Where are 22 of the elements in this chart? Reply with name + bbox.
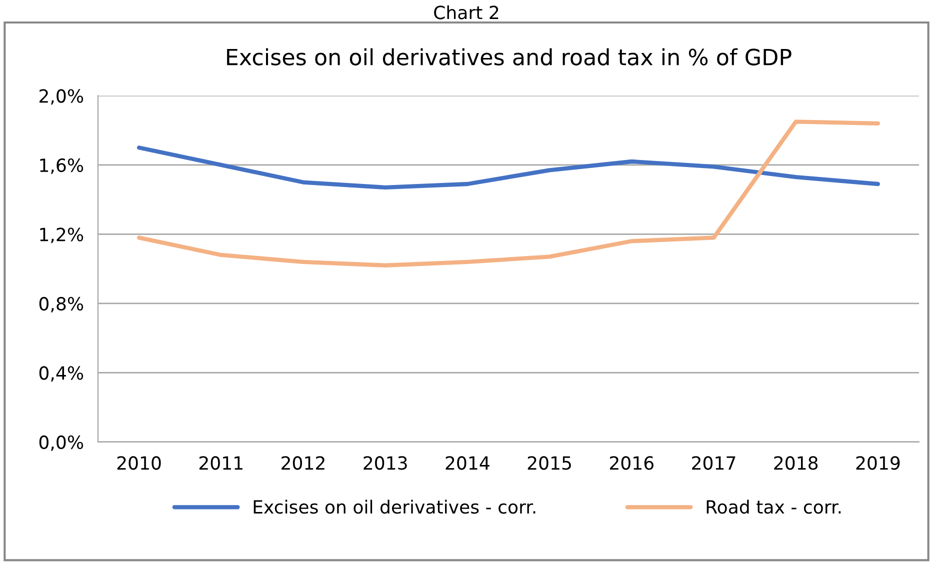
legend-label: Road tax - corr. xyxy=(706,500,841,514)
legend-label: Excises on oil derivatives - corr. xyxy=(254,500,536,514)
y-tick-label: 1,6% xyxy=(40,158,84,174)
x-tick-label: 2015 xyxy=(528,456,571,470)
x-tick-label: 2016 xyxy=(610,456,654,470)
x-tick-label: 2014 xyxy=(446,456,490,470)
x-tick-label: 2017 xyxy=(692,456,736,470)
y-tick-label: 2,0% xyxy=(40,89,84,105)
line-series xyxy=(136,146,880,190)
x-tick-label: 2011 xyxy=(199,456,242,470)
x-tick-label: 2018 xyxy=(774,456,818,470)
x-tick-label: 2010 xyxy=(117,456,161,470)
chart-title: Excises on oil derivatives and road tax in % of GDP xyxy=(227,48,792,66)
y-tick-label: 0,8% xyxy=(39,296,84,312)
caption: Chart 2 xyxy=(434,5,498,20)
line-series xyxy=(136,120,880,268)
y-tick-label: 0,4% xyxy=(39,366,84,382)
x-tick-label: 2019 xyxy=(856,456,900,470)
x-tick-label: 2013 xyxy=(364,456,407,470)
y-tick-label: 1,2% xyxy=(40,228,84,244)
y-tick-label: 0,0% xyxy=(39,435,84,451)
x-tick-label: 2012 xyxy=(282,456,324,470)
